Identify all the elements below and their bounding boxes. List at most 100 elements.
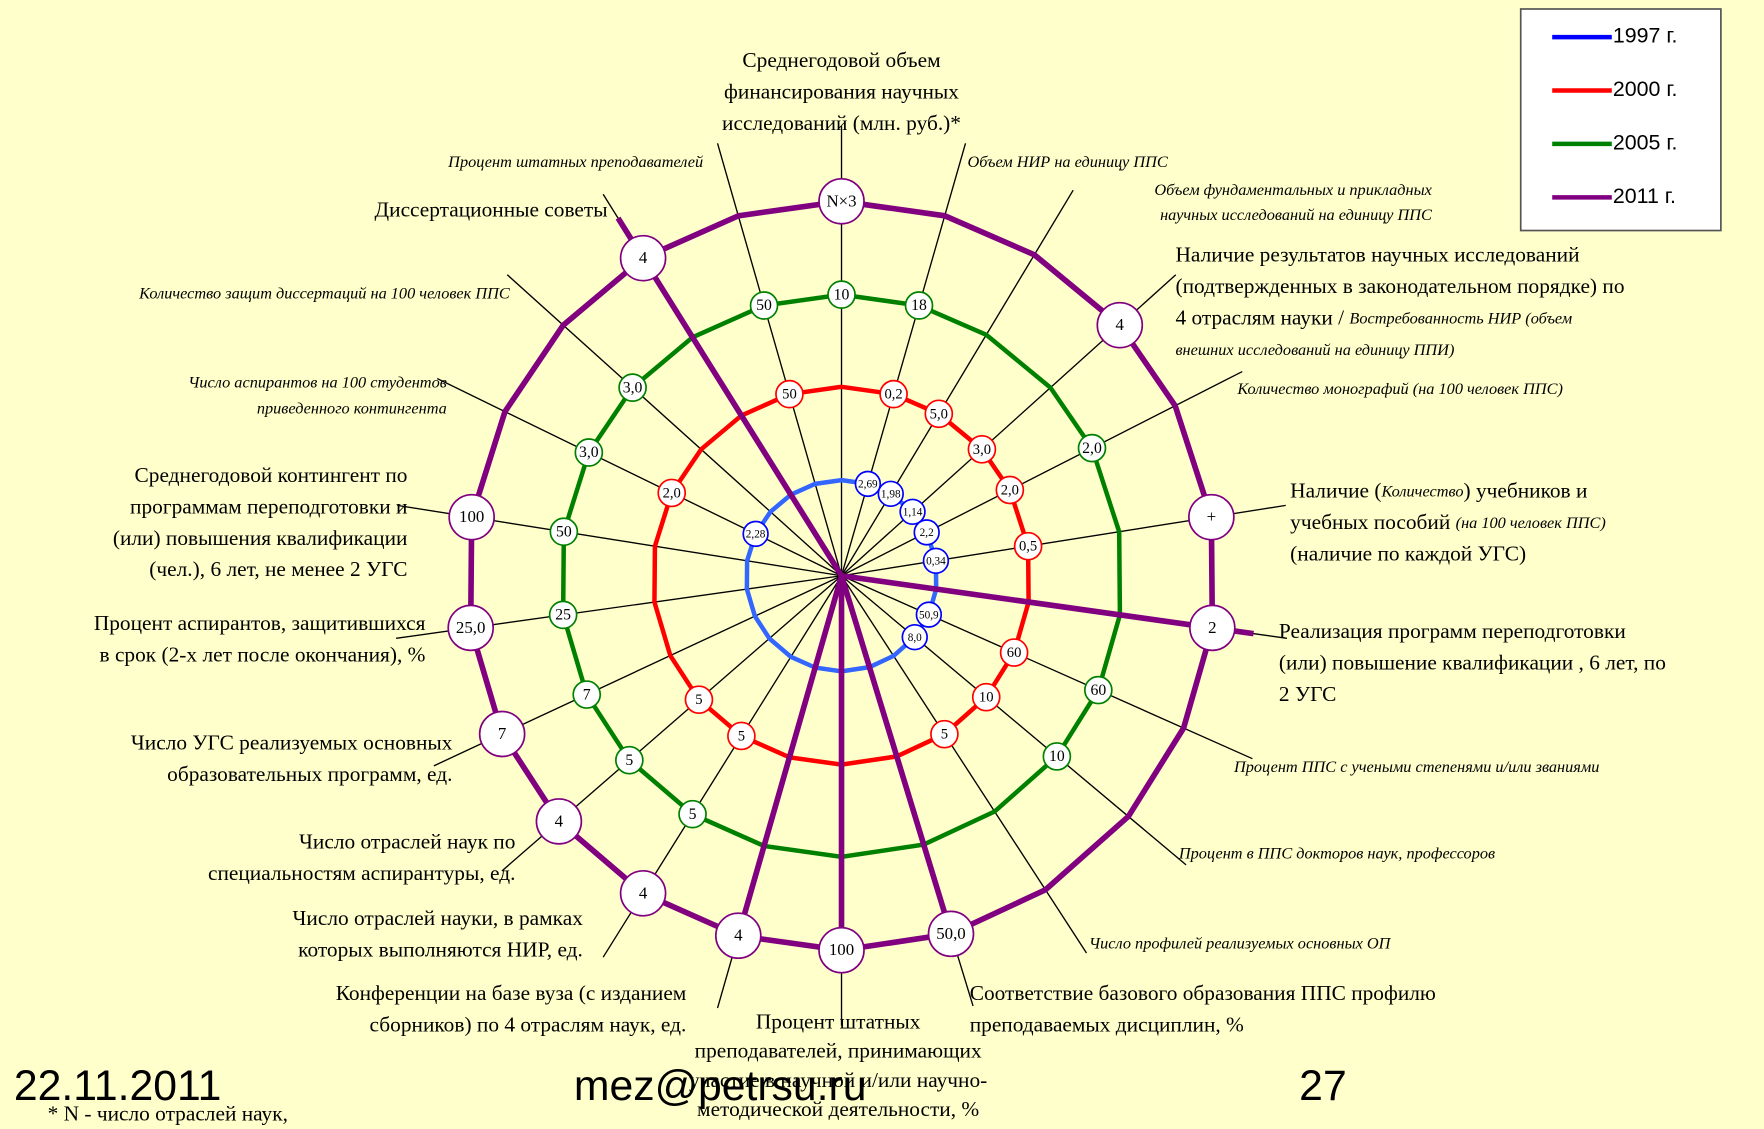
legend-label: 2000 г.: [1613, 77, 1678, 101]
axis-label: специальностям аспирантуры, ед.: [208, 861, 515, 885]
marker-label: 60: [1090, 682, 1106, 699]
axis-label: Количество монографий (на 100 человек ПП…: [1236, 379, 1563, 398]
axis-label: Число профилей реализуемых основных ОП: [1089, 933, 1392, 952]
label-segment: учебных пособий: [1290, 510, 1455, 534]
label-segment: методической деятельности, %: [697, 1097, 979, 1121]
marker-label: 5: [738, 728, 745, 744]
marker-label: 10: [1049, 748, 1065, 765]
axis-label: * N - число отраслей наук,: [48, 1101, 288, 1125]
label-segment: научных исследований на единицу ППС: [1160, 205, 1433, 224]
axis-label: внешних исследований на единицу ППИ): [1175, 340, 1454, 359]
label-segment: Среднегодовой контингент по: [135, 463, 408, 487]
value-marker: [877, 480, 904, 508]
label-segment: Объем фундаментальных и прикладных: [1154, 180, 1432, 199]
legend-label: 2011 г.: [1613, 184, 1676, 208]
marker-label: 2,28: [746, 529, 766, 541]
axis-label: учебных пособий (на 100 человек ППС): [1290, 510, 1606, 534]
marker-label: 4: [734, 926, 743, 945]
label-segment: Число отраслей науки, в рамках: [293, 906, 584, 930]
label-segment: 2 УГС: [1279, 682, 1336, 706]
label-segment: (чел.), 6 лет, не менее 2 УГС: [149, 557, 407, 581]
thick-spoke: [841, 572, 1254, 637]
marker-label: 25: [555, 607, 571, 624]
label-segment: Процент аспирантов, защитившихся: [94, 611, 426, 635]
marker-label: 5: [695, 692, 702, 708]
marker-label: 2,0: [663, 485, 681, 501]
value-marker: [749, 291, 779, 320]
value-marker: [549, 517, 579, 547]
axis-label: преподавателей, принимающих: [695, 1038, 982, 1062]
value-marker: [572, 680, 602, 709]
axis-label: Число отраслей науки, в рамках: [293, 906, 584, 930]
value-marker: [1188, 493, 1235, 541]
axis-label: в срок (2-х лет после окончания), %: [100, 643, 426, 667]
marker-label: 3,0: [973, 442, 991, 458]
value-marker: [901, 623, 928, 651]
axis-label: (чел.), 6 лет, не менее 2 УГС: [149, 557, 407, 581]
marker-label: 50,0: [936, 924, 966, 943]
axis-label: участие в научной и/или научно-: [689, 1068, 987, 1092]
label-segment: сборников) по 4 отраслям наук, ед.: [370, 1013, 687, 1037]
label-segment: (или) повышения квалификации: [113, 526, 408, 550]
label-segment: Конференции на базе вуза (с изданием: [336, 981, 687, 1005]
value-marker: [927, 910, 975, 958]
label-segment: Процент в ППС докторов наук, профессоров: [1178, 843, 1495, 862]
footer-date: 22.11.2011: [14, 1062, 221, 1110]
label-segment: Число профилей реализуемых основных ОП: [1089, 933, 1392, 952]
axis-label: Соответствие базового образования ППС пр…: [970, 981, 1436, 1005]
label-segment: Процент штатных преподавателей: [447, 152, 703, 171]
marker-label: 5: [625, 752, 633, 769]
label-segment: образовательных программ, ед.: [167, 762, 452, 786]
label-segment: Наличие результатов научных исследований: [1175, 242, 1579, 266]
marker-label: 0,34: [926, 555, 946, 567]
label-segment: Число УГС реализуемых основных: [131, 730, 453, 754]
marker-label: 3,0: [579, 444, 599, 461]
axis-label: финансирования научных: [724, 79, 959, 103]
value-marker: [727, 721, 756, 751]
value-marker: [930, 719, 959, 749]
axis-label: преподаваемых дисциплин, %: [970, 1013, 1244, 1037]
label-segment: 4 отраслям науки /: [1175, 305, 1349, 329]
value-marker: [618, 373, 647, 402]
axis-label: (или) повышение квалификации , 6 лет, по: [1279, 650, 1666, 674]
footer-page: 27: [1299, 1062, 1347, 1110]
label-segment: финансирования научных: [724, 79, 959, 103]
value-marker: [1013, 531, 1043, 561]
value-marker: [1188, 604, 1236, 652]
marker-label: 1,98: [881, 489, 901, 501]
value-marker: [854, 470, 882, 498]
marker-label: 7: [498, 724, 506, 743]
legend-label: 2005 г.: [1613, 131, 1678, 155]
value-marker: [678, 799, 707, 829]
value-marker: [913, 519, 940, 546]
value-marker: [915, 601, 943, 628]
marker-label: 50: [756, 297, 772, 314]
axis-label: образовательных программ, ед.: [167, 762, 452, 786]
value-marker: [904, 291, 934, 320]
legend-label: 1997 г.: [1613, 24, 1678, 48]
value-marker: [657, 478, 687, 508]
label-segment: внешних исследований на единицу ППИ): [1175, 340, 1454, 359]
marker-label: 4: [1116, 315, 1125, 334]
value-marker: [1084, 675, 1113, 705]
legend-box: [1519, 8, 1722, 232]
axis-label: Диссертационные советы: [375, 197, 608, 221]
axis-label: приведенного контингента: [257, 398, 447, 417]
axis-label: сборников) по 4 отраслям наук, ед.: [370, 1013, 687, 1037]
axis-label: программам переподготовки и: [130, 494, 407, 518]
value-marker: [967, 434, 997, 464]
value-marker: [742, 520, 769, 548]
label-segment: (на 100 человек ППС): [1456, 513, 1606, 532]
label-segment: в срок (2-х лет после окончания), %: [100, 643, 426, 667]
axis-label: Процент ППС с учеными степенями и/или зв…: [1233, 757, 1599, 776]
marker-label: 1,14: [903, 506, 923, 518]
value-marker: [922, 547, 950, 575]
marker-label: 2,2: [920, 527, 934, 539]
marker-label: 100: [829, 940, 854, 959]
axis-label: Конференции на базе вуза (с изданием: [336, 981, 687, 1005]
axis-label: Наличие (Количество) учебников и: [1290, 478, 1587, 502]
marker-label: 25,0: [456, 618, 486, 637]
value-marker: [714, 912, 762, 960]
marker-label: 8,0: [908, 632, 922, 644]
value-marker: [924, 399, 954, 429]
